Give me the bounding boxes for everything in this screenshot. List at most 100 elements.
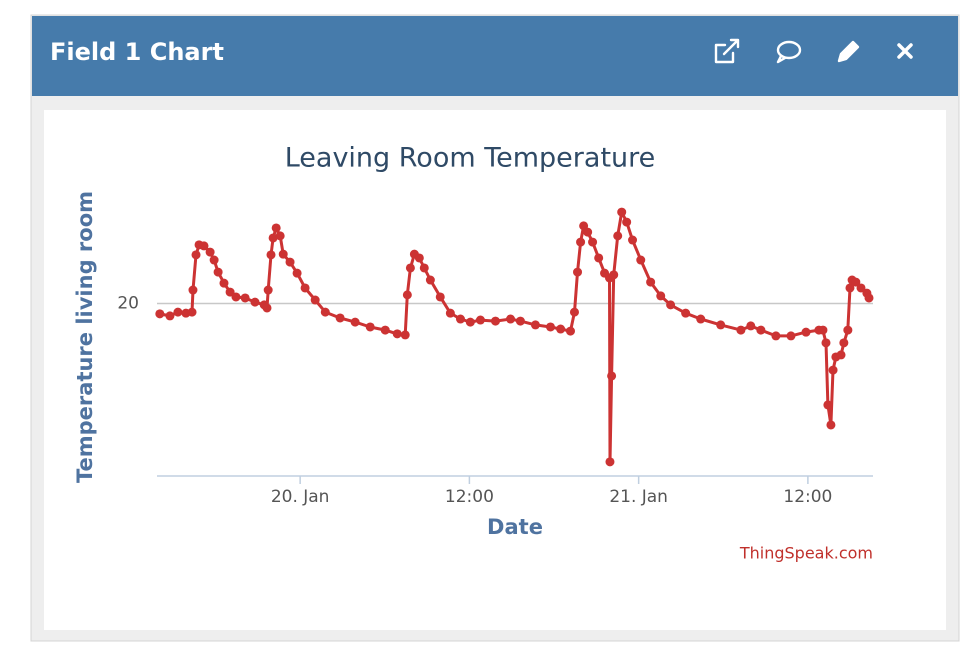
data-point (209, 255, 219, 265)
data-point (826, 420, 836, 430)
data-point (268, 233, 278, 243)
data-point (320, 307, 330, 317)
data-point (843, 325, 853, 335)
data-point (530, 320, 540, 330)
data-point (573, 267, 583, 277)
data-point (818, 325, 828, 335)
x-tick-label: 12:00 (783, 487, 832, 507)
data-point (155, 309, 165, 319)
data-point (250, 297, 260, 307)
data-point (583, 227, 593, 237)
data-point (173, 307, 183, 317)
data-point (475, 315, 485, 325)
data-point (845, 283, 855, 293)
data-point (435, 292, 445, 302)
data-point (851, 277, 861, 287)
data-point (569, 307, 579, 317)
data-point (392, 329, 402, 339)
data-point (646, 277, 656, 287)
close-icon[interactable] (897, 43, 913, 59)
data-point (801, 327, 811, 337)
data-point (856, 283, 866, 293)
data-point (617, 207, 627, 217)
data-point (425, 275, 435, 285)
data-point (565, 326, 575, 336)
data-point (199, 241, 209, 251)
data-point (786, 331, 796, 341)
data-point (588, 237, 598, 247)
data-point (490, 316, 500, 326)
data-point (576, 237, 586, 247)
data-point (545, 322, 555, 332)
data-point (380, 325, 390, 335)
chart-title: Leaving Room Temperature (285, 143, 656, 174)
data-point (219, 278, 229, 288)
y-axis-label: Temperature living room (73, 191, 97, 483)
data-point (681, 308, 691, 318)
data-point (414, 253, 424, 263)
data-point (556, 324, 566, 334)
data-point (771, 331, 781, 341)
data-point (736, 325, 746, 335)
open-icon[interactable] (714, 38, 740, 64)
data-point (365, 322, 375, 332)
data-point (594, 253, 604, 263)
data-point (263, 285, 273, 295)
data-point (165, 311, 175, 321)
data-point (405, 263, 415, 273)
credits[interactable]: ThingSpeak.com (739, 544, 873, 563)
panel-title: Field 1 Chart (50, 38, 224, 66)
chart-area (44, 110, 946, 630)
x-tick-label: 20. Jan (271, 487, 330, 507)
data-point (188, 285, 198, 295)
x-tick-label: 12:00 (445, 487, 494, 507)
data-point (823, 400, 833, 410)
data-point (310, 295, 320, 305)
data-point (445, 308, 455, 318)
data-point (335, 313, 345, 323)
data-point (515, 316, 525, 326)
data-point (191, 250, 201, 260)
data-point (266, 250, 276, 260)
edit-icon[interactable] (837, 40, 860, 63)
data-point (240, 293, 250, 303)
data-point (839, 338, 849, 348)
data-point (292, 268, 302, 278)
data-point (262, 303, 272, 313)
data-point (666, 300, 676, 310)
data-point (716, 320, 726, 330)
data-point (402, 290, 412, 300)
data-point (213, 267, 223, 277)
x-tick-label: 21. Jan (609, 487, 668, 507)
data-point (628, 235, 638, 245)
x-axis-label: Date (487, 515, 543, 539)
data-point (455, 314, 465, 324)
data-point (419, 263, 429, 273)
data-point (828, 365, 838, 375)
data-point (836, 350, 846, 360)
data-point (756, 325, 766, 335)
data-point (636, 255, 646, 265)
data-point (622, 217, 632, 227)
data-point (278, 249, 288, 259)
data-point (613, 231, 623, 241)
panel-header (32, 16, 958, 96)
data-point (746, 321, 756, 331)
data-point (205, 247, 215, 257)
data-point (350, 317, 360, 327)
data-point (656, 291, 666, 301)
data-point (285, 257, 295, 267)
data-point (187, 307, 197, 317)
data-point (300, 283, 310, 293)
data-point (696, 314, 706, 324)
data-point (231, 292, 241, 302)
data-point (465, 317, 475, 327)
comment-icon[interactable] (776, 40, 802, 64)
data-point (864, 293, 874, 303)
data-point (275, 231, 285, 241)
data-point (605, 457, 615, 467)
y-tick-label: 20 (117, 294, 139, 314)
data-point (607, 371, 617, 381)
data-point (271, 223, 281, 233)
